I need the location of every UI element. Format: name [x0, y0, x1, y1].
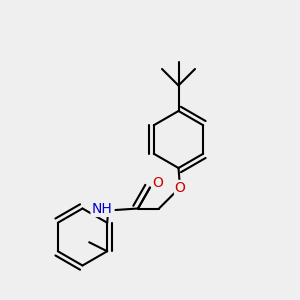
- Text: NH: NH: [91, 202, 112, 216]
- Text: O: O: [152, 176, 163, 190]
- Text: O: O: [175, 181, 185, 194]
